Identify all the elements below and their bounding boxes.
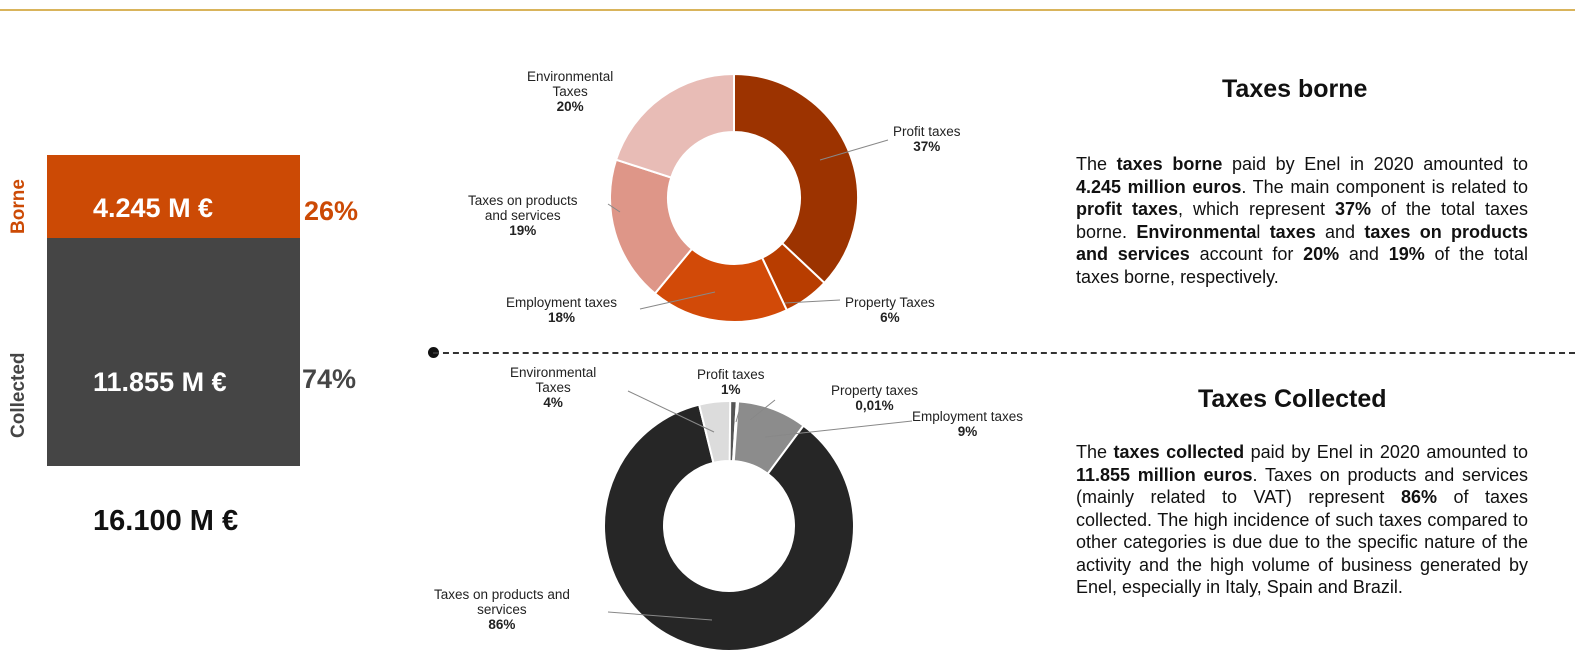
label-top-employment-pct: 18% <box>548 310 576 325</box>
borne-percent: 26% <box>304 196 359 226</box>
borne-bar-segment <box>47 155 300 238</box>
label-top-property-text: Property Taxes <box>845 295 935 310</box>
tb-text-2: paid by Enel in 2020 amounted to <box>1222 154 1528 174</box>
taxes-borne-leader-lines <box>607 139 889 310</box>
tb-bold-5: Environmenta <box>1136 221 1257 242</box>
taxes-borne-heading: Taxes borne <box>1222 75 1368 103</box>
label-bottom-environmental-pct: 4% <box>543 395 563 410</box>
label-top-property-pct: 6% <box>880 310 900 325</box>
label-bottom-products-line1: Taxes on products and <box>434 587 570 602</box>
label-top-environmental-line1: Environmental <box>527 69 614 84</box>
collected-slice-taxes-on-products-and-services <box>603 403 855 652</box>
tb-text-7: and <box>1315 221 1365 242</box>
borne-slice-environmental-taxes <box>614 72 735 179</box>
label-bottom-profit-pct: 1% <box>721 382 741 397</box>
label-bottom-profit: Profit taxes 1% <box>697 367 765 397</box>
collected-slice-environmental-taxes <box>697 400 732 465</box>
label-bottom-products-pct: 86% <box>488 617 516 632</box>
label-top-profit: Profit taxes 37% <box>893 124 961 154</box>
label-top-environmental: Environmental Taxes 20% <box>527 69 613 114</box>
top-rule <box>0 9 1575 11</box>
tb-bold-3: profit taxes <box>1076 199 1178 219</box>
tc-text-3: . Taxes on products and services (mainly… <box>1076 464 1528 508</box>
taxes-collected-heading: Taxes Collected <box>1198 385 1387 413</box>
taxes-borne-paragraph: The taxes borne paid by Enel in 2020 amo… <box>1076 153 1528 288</box>
label-bottom-employment-text: Employment taxes <box>912 409 1024 424</box>
tb-text-6: l <box>1256 221 1270 242</box>
tb-bold-7: taxes on products and services <box>1076 221 1529 265</box>
tb-bold-6: taxes <box>1269 221 1316 242</box>
total-value: 16.100 M € <box>93 505 239 537</box>
label-bottom-employment: Employment taxes 9% <box>912 409 1023 439</box>
taxes-collected-paragraph: The taxes collected paid by Enel in 2020… <box>1076 441 1528 599</box>
tb-text-10: of the total taxes borne, respectively. <box>1076 244 1529 287</box>
tb-text-9: and <box>1339 244 1389 264</box>
label-bottom-environmental-line1: Environmental <box>510 365 597 380</box>
collected-slices <box>603 399 855 652</box>
tc-bold-1: taxes collected <box>1113 442 1245 462</box>
label-top-environmental-pct: 20% <box>556 99 584 114</box>
tc-text-1: The <box>1076 442 1114 462</box>
collected-bar-segment <box>47 238 300 466</box>
label-top-products: Taxes on products and services 19% <box>468 193 578 238</box>
tc-text-2: paid by Enel in 2020 amounted to <box>1244 442 1528 462</box>
tc-bold-3: 86% <box>1400 487 1437 507</box>
collected-percent: 74% <box>302 364 357 394</box>
label-top-employment: Employment taxes 18% <box>506 295 617 325</box>
tc-bold-2: 11.855 million euros <box>1076 464 1253 485</box>
section-divider <box>433 352 1575 354</box>
label-top-environmental-line2: Taxes <box>552 84 588 99</box>
label-top-products-pct: 19% <box>509 223 537 238</box>
label-bottom-profit-text: Profit taxes <box>697 367 765 382</box>
tb-bold-9: 19% <box>1388 244 1425 264</box>
label-bottom-employment-pct: 9% <box>957 424 978 439</box>
tc-text-4: of taxes collected. The high incidence o… <box>1076 487 1529 597</box>
label-top-employment-text: Employment taxes <box>506 295 618 310</box>
label-top-property: Property Taxes 6% <box>845 295 935 325</box>
tb-bold-2: 4.245 million euros <box>1076 176 1242 197</box>
label-top-products-line2: and services <box>484 208 561 223</box>
label-bottom-environmental: Environmental Taxes 4% <box>510 365 596 410</box>
label-bottom-property-text: Property taxes <box>831 383 919 398</box>
tb-bold-8: 20% <box>1303 244 1340 264</box>
borne-slice-profit-taxes <box>733 72 859 285</box>
tb-text-3: . The main component is related to <box>1241 176 1528 197</box>
label-bottom-environmental-line2: Taxes <box>535 380 571 395</box>
label-bottom-property: Property taxes 0,01% <box>831 383 918 413</box>
tb-bold-4: 37% <box>1334 199 1372 219</box>
label-top-profit-text: Profit taxes <box>893 124 961 139</box>
borne-slices <box>609 72 859 323</box>
label-bottom-property-pct: 0,01% <box>855 398 894 413</box>
tb-text-8: account for <box>1189 244 1304 264</box>
tb-text-4: , which represent <box>1178 199 1335 219</box>
label-bottom-products-line2: services <box>477 602 527 617</box>
borne-value: 4.245 M € <box>93 193 214 223</box>
collected-value: 11.855 M € <box>93 367 227 397</box>
taxes-collected-leader-lines <box>607 390 913 621</box>
label-bottom-products: Taxes on products and services 86% <box>434 587 570 632</box>
tb-text-5: of the total taxes borne. <box>1076 199 1528 242</box>
label-top-profit-pct: 37% <box>913 139 941 154</box>
tb-bold-1: taxes borne <box>1116 154 1223 174</box>
label-top-products-line1: Taxes on products <box>468 193 578 208</box>
tb-text-1: The <box>1076 154 1117 174</box>
